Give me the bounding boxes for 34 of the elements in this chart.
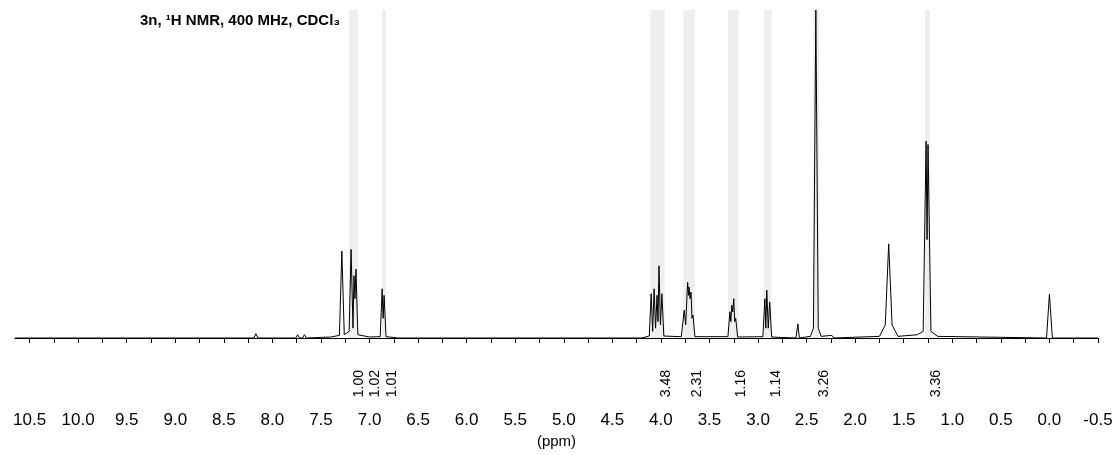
x-tick-label: 2.0 bbox=[843, 410, 867, 429]
x-tick-label: 9.0 bbox=[163, 410, 188, 429]
x-tick-label: 8.5 bbox=[212, 410, 236, 429]
x-tick-label: 9.5 bbox=[114, 410, 139, 429]
x-tick-label: 8.0 bbox=[260, 410, 285, 429]
x-tick-label: 7.0 bbox=[357, 410, 382, 429]
x-tick-label: 0.0 bbox=[1037, 410, 1062, 429]
x-tick-label: 0.5 bbox=[989, 410, 1013, 429]
x-axis-title: (ppm) bbox=[536, 431, 577, 449]
chart-title: 3n, ¹H NMR, 400 MHz, CDCl₃ bbox=[140, 11, 341, 28]
band-label: 2.31 bbox=[688, 369, 705, 398]
band-label: 3.26 bbox=[815, 369, 832, 398]
band-label: 1.02 bbox=[366, 369, 383, 398]
x-tick-label: 2.5 bbox=[794, 410, 819, 429]
x-tick-label: 1.0 bbox=[940, 410, 965, 429]
x-tick-label: 7.5 bbox=[309, 410, 333, 429]
band-label: 1.14 bbox=[766, 369, 783, 398]
x-tick-label: 4.5 bbox=[600, 410, 625, 429]
x-tick-label: 5.5 bbox=[503, 410, 528, 429]
x-tick-label: 4.0 bbox=[649, 410, 673, 429]
x-tick-label: 3.5 bbox=[697, 410, 722, 429]
x-tick-label: 6.0 bbox=[454, 410, 479, 429]
band-label: 1.00 bbox=[350, 369, 367, 398]
x-tick-label: 6.5 bbox=[406, 410, 430, 429]
x-tick-label: -0.5 bbox=[1083, 410, 1113, 429]
x-tick-label: 10.0 bbox=[61, 410, 95, 429]
band-label: 3.36 bbox=[926, 369, 943, 398]
x-tick-label: 1.5 bbox=[891, 410, 916, 429]
x-tick-label: 3.0 bbox=[746, 410, 770, 429]
band-label: 1.01 bbox=[383, 369, 400, 398]
x-tick-label: 10.5 bbox=[13, 410, 47, 429]
band-label: 3.48 bbox=[656, 369, 673, 398]
band-label: 1.16 bbox=[732, 369, 749, 398]
x-tick-label: 5.0 bbox=[551, 410, 576, 429]
